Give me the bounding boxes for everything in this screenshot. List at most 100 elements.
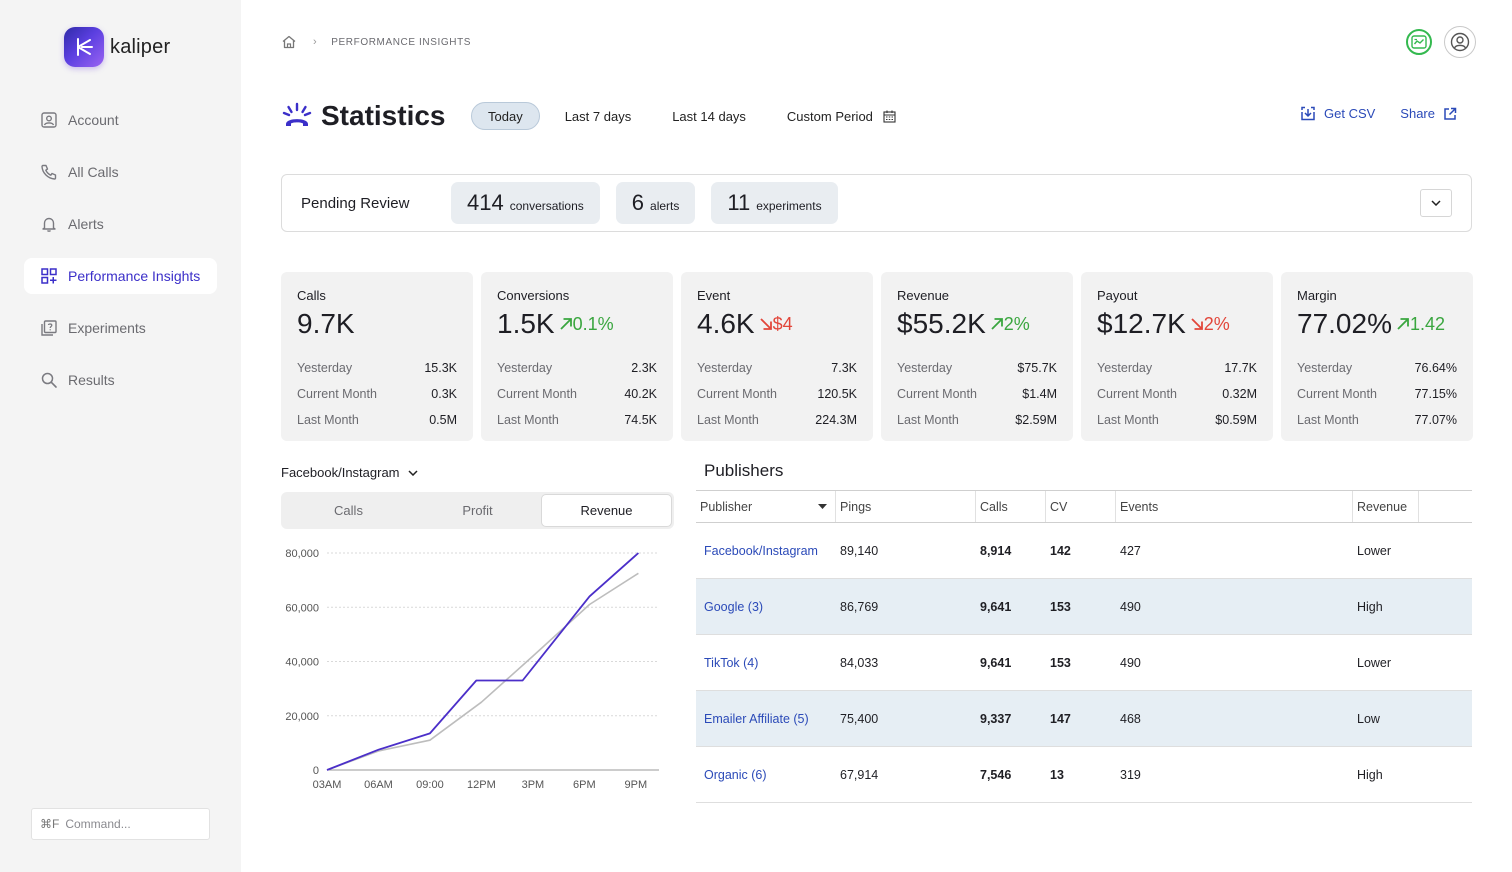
metric-value: 4.6K	[697, 308, 755, 339]
y-tick-label: 40,000	[285, 657, 319, 669]
tab-revenue[interactable]: Revenue	[542, 495, 671, 526]
x-tick-label: 3PM	[522, 779, 545, 791]
metric-value: $12.7K	[1097, 308, 1186, 339]
metric-card-event[interactable]: Event 4.6K $4 Yesterday 7.3K Current Mont…	[681, 272, 873, 441]
metric-card-margin[interactable]: Margin 77.02% 1.42 Yesterday 76.64% Curre…	[1281, 272, 1473, 441]
metric-row-key: Last Month	[897, 413, 959, 427]
sidebar: kaliper Account All Calls Alerts Perform…	[0, 0, 241, 872]
breadcrumb-current: PERFORMANCE INSIGHTS	[331, 36, 472, 48]
pending-expand-button[interactable]	[1420, 189, 1452, 217]
brand-logo[interactable]: kaliper	[64, 27, 170, 67]
metric-row-value: 7.3K	[831, 361, 857, 375]
period-custom[interactable]: Custom Period	[771, 102, 912, 130]
sidebar-item-label: Experiments	[68, 320, 146, 336]
publisher-name[interactable]: Facebook/Instagram	[704, 543, 818, 558]
events-cell: 468	[1120, 711, 1141, 726]
arrow-up-right-icon	[991, 318, 1003, 330]
metric-card-payout[interactable]: Payout $12.7K 2% Yesterday 17.7K Current …	[1081, 272, 1273, 441]
chip-unit: conversations	[509, 199, 584, 213]
get-csv-label: Get CSV	[1324, 106, 1376, 121]
chip-unit: experiments	[756, 199, 822, 213]
x-tick-label: 09:00	[416, 779, 444, 791]
y-tick-label: 80,000	[285, 548, 319, 560]
x-tick-label: 9PM	[625, 779, 648, 791]
publisher-name[interactable]: Organic (6)	[704, 767, 767, 782]
metric-row-key: Last Month	[297, 413, 359, 427]
command-input[interactable]: ⌘F Command...	[31, 808, 210, 840]
arrow-up-right-icon	[1397, 318, 1409, 330]
metric-row-value: 40.2K	[624, 387, 657, 401]
events-cell: 427	[1120, 543, 1141, 558]
sidebar-nav: Account All Calls Alerts Performance Ins…	[24, 102, 217, 414]
table-row[interactable]: Emailer Affiliate (5) 75,400 9,337 147 468 Lo…	[696, 691, 1472, 747]
metric-row-value: 76.64%	[1414, 361, 1457, 375]
home-icon[interactable]	[281, 35, 297, 49]
metric-row-value: 74.5K	[624, 413, 657, 427]
share-label: Share	[1400, 106, 1435, 121]
chevron-right-icon: ›	[313, 36, 318, 48]
sidebar-item-performance-insights[interactable]: Performance Insights	[24, 258, 217, 294]
metric-delta-value: 0.1%	[572, 313, 614, 334]
series-line-current	[326, 552, 639, 771]
sidebar-item-experiments[interactable]: Experiments	[24, 310, 217, 346]
publisher-name[interactable]: Google (3)	[704, 599, 764, 614]
metric-row-key: Last Month	[1097, 413, 1159, 427]
revenue-cell: Low	[1357, 711, 1380, 726]
column-header-publisher[interactable]: Publisher	[696, 491, 836, 522]
sidebar-item-all-calls[interactable]: All Calls	[24, 154, 217, 190]
cv-cell: 147	[1050, 711, 1071, 726]
publisher-name[interactable]: Emailer Affiliate (5)	[704, 711, 809, 726]
user-menu-button[interactable]	[1444, 26, 1476, 58]
page-title: Statistics	[281, 100, 446, 132]
calls-cell: 7,546	[980, 767, 1012, 782]
metric-delta-value: 1.42	[1409, 313, 1446, 334]
metric-row-value: 0.32M	[1222, 387, 1257, 401]
metric-row-value: $75.7K	[1017, 361, 1057, 375]
sidebar-item-results[interactable]: Results	[24, 362, 217, 398]
x-tick-label: 12PM	[467, 779, 496, 791]
events-cell: 490	[1120, 599, 1141, 614]
metric-row-value: 15.3K	[424, 361, 457, 375]
get-csv-button[interactable]: Get CSV	[1292, 106, 1375, 121]
metric-row-value: 2.3K	[631, 361, 657, 375]
table-row[interactable]: Organic (6) 67,914 7,546 13 319 High	[696, 747, 1472, 803]
table-row[interactable]: TikTok (4) 84,033 9,641 153 490 Lower	[696, 635, 1472, 691]
column-header-events[interactable]: Events	[1116, 491, 1353, 522]
table-row[interactable]: Facebook/Instagram 89,140 8,914 142 427 Lower	[696, 523, 1472, 579]
period-last-14-days[interactable]: Last 14 days	[672, 108, 746, 124]
pings-cell: 84,033	[840, 655, 879, 670]
pending-chip-conversations[interactable]: 414 conversations	[451, 182, 600, 224]
metric-delta: $4	[759, 314, 793, 335]
metric-value: 1.5K	[497, 308, 555, 339]
column-header-revenue[interactable]: Revenue	[1353, 491, 1419, 522]
x-tick-label: 03AM	[313, 779, 342, 791]
pending-chip-alerts[interactable]: 6 alerts	[615, 182, 696, 224]
table-row[interactable]: Google (3) 86,769 9,641 153 490 High	[696, 579, 1472, 635]
sidebar-item-alerts[interactable]: Alerts	[24, 206, 217, 242]
period-today[interactable]: Today	[471, 102, 540, 130]
share-button[interactable]: Share	[1400, 106, 1465, 121]
metric-row-value: $0.59M	[1215, 413, 1257, 427]
metric-card-calls[interactable]: Calls 9.7K Yesterday 15.3K Current Month 0…	[281, 272, 473, 441]
source-dropdown[interactable]: Facebook/Instagram	[281, 465, 418, 480]
tab-calls[interactable]: Calls	[334, 503, 363, 518]
metric-card-conversions[interactable]: Conversions 1.5K 0.1% Yesterday 2.3K Curr…	[481, 272, 673, 441]
metric-delta: 2%	[990, 314, 1030, 335]
metric-row-key: Yesterday	[297, 361, 353, 375]
status-indicator-button[interactable]	[1406, 29, 1432, 55]
metric-card-revenue[interactable]: Revenue $55.2K 2% Yesterday $75.7K Curren…	[881, 272, 1073, 441]
chip-count: 11	[727, 190, 751, 215]
sidebar-item-label: Results	[68, 372, 115, 388]
pending-chip-experiments[interactable]: 11 experiments	[711, 182, 838, 224]
publisher-name[interactable]: TikTok (4)	[704, 655, 759, 670]
period-last-7-days[interactable]: Last 7 days	[564, 108, 632, 124]
column-header-pings[interactable]: Pings	[836, 491, 976, 522]
arrow-up-right-icon	[559, 318, 572, 330]
tab-profit[interactable]: Profit	[462, 503, 493, 518]
sidebar-item-account[interactable]: Account	[24, 102, 217, 138]
column-header-cv[interactable]: CV	[1046, 491, 1116, 522]
bell-icon	[42, 217, 56, 232]
metric-row-value: 120.5K	[817, 387, 857, 401]
column-header-calls[interactable]: Calls	[976, 491, 1046, 522]
sort-caret-down-icon	[818, 504, 827, 509]
